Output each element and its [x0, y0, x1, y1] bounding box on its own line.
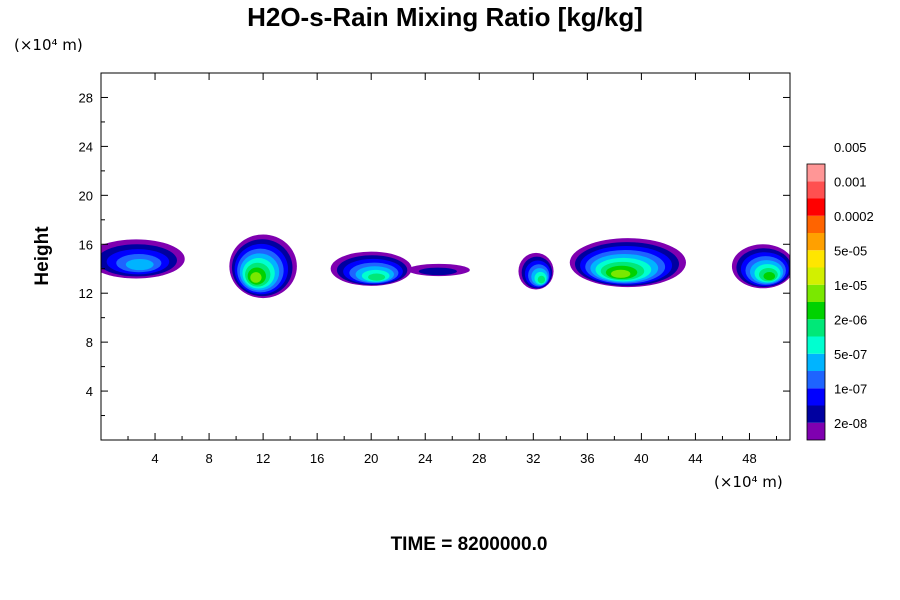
y-tick-label: 16 [79, 237, 93, 252]
rain-cell [330, 251, 412, 286]
chart-title: H2O-s-Rain Mixing Ratio [kg/kg] [247, 2, 643, 32]
colorbar-swatch [807, 267, 825, 285]
x-unit-label: (×10⁴ m) [714, 473, 783, 491]
x-tick-label: 8 [205, 451, 212, 466]
colorbar-label: 0.005 [834, 140, 867, 155]
colorbar-label: 1e-05 [834, 278, 867, 293]
x-tick-label: 12 [256, 451, 270, 466]
rain-cell [518, 252, 554, 290]
x-tick-label: 48 [742, 451, 756, 466]
colorbar-swatch [807, 302, 825, 320]
x-tick-label: 16 [310, 451, 324, 466]
colorbar-swatch [807, 233, 825, 251]
colorbar-label: 0.001 [834, 174, 867, 189]
colorbar-label: 5e-07 [834, 347, 867, 362]
contour-level [125, 258, 154, 271]
contour-level [368, 273, 386, 281]
colorbar-label: 2e-06 [834, 312, 867, 327]
colorbar-swatch [807, 353, 825, 371]
contour-level [611, 269, 631, 278]
colorbar-frame [806, 163, 826, 441]
colorbar-swatch [807, 319, 825, 337]
y-tick-label: 8 [86, 335, 93, 350]
time-label: TIME = 8200000.0 [391, 534, 548, 555]
rain-cell [569, 238, 686, 288]
y-axis-label: Height [32, 226, 53, 286]
colorbar-swatch [807, 284, 825, 302]
y-tick-label: 28 [79, 90, 93, 105]
colorbar-label: 2e-08 [834, 416, 867, 431]
y-tick-label: 12 [79, 286, 93, 301]
colorbar-swatch [807, 215, 825, 233]
colorbar-swatch [807, 164, 825, 182]
y-tick-label: 20 [79, 188, 93, 203]
y-tick-label: 24 [79, 139, 93, 154]
colorbar: 2e-08 1e-07 5e-07 2e-06 1e-05 5e-05 0.0002 0.00… [806, 140, 874, 441]
contour-level [418, 267, 457, 276]
colorbar-swatch [807, 198, 825, 216]
contour-level [537, 275, 546, 284]
rain-cell [731, 244, 790, 289]
rain-cell [101, 239, 185, 279]
y-tick-label: 4 [86, 384, 93, 399]
colorbar-label: 5e-05 [834, 243, 867, 258]
colorbar-swatch [807, 371, 825, 389]
x-tick-label: 32 [526, 451, 540, 466]
contour-field [101, 234, 790, 299]
colorbar-label: 1e-07 [834, 381, 867, 396]
plot-frame [100, 72, 791, 441]
x-tick-label: 40 [634, 451, 648, 466]
rain-cell [229, 234, 297, 299]
x-tick-label: 24 [418, 451, 432, 466]
contour-level [250, 272, 262, 283]
x-tick-label: 44 [688, 451, 702, 466]
y-unit-label: (×10⁴ m) [14, 36, 83, 54]
contour-level [763, 271, 776, 281]
y-axis: 4 8 12 16 20 24 28 [79, 90, 790, 417]
colorbar-swatch [807, 422, 825, 440]
x-tick-label: 36 [580, 451, 594, 466]
colorbar-swatch [807, 250, 825, 268]
colorbar-swatch [807, 405, 825, 423]
colorbar-swatch [807, 336, 825, 354]
rain-cell [407, 263, 470, 277]
x-tick-label: 20 [364, 451, 378, 466]
colorbar-swatch [807, 388, 825, 406]
x-axis: 4 8 12 16 20 24 28 32 36 40 44 48 [127, 73, 777, 466]
colorbar-label: 0.0002 [834, 209, 874, 224]
x-tick-label: 28 [472, 451, 486, 466]
x-tick-label: 4 [151, 451, 158, 466]
colorbar-swatch [807, 181, 825, 199]
